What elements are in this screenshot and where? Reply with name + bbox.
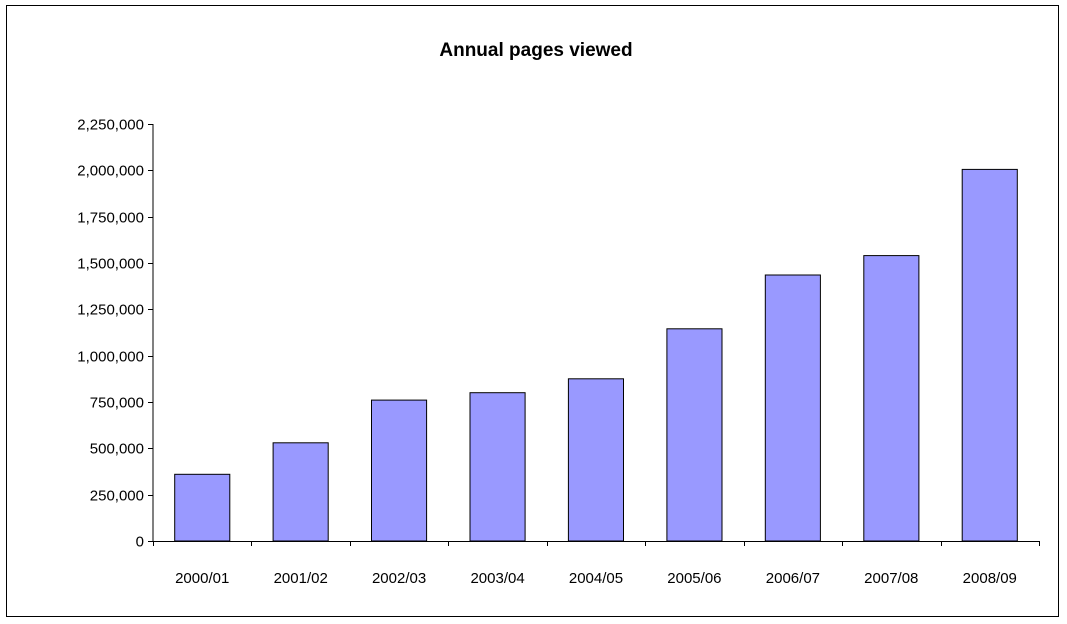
y-tick-label: 1,500,000 [77,256,144,273]
bar-2001-02 [272,442,329,542]
x-tick-label: 2004/05 [569,570,623,587]
x-axis: 2000/01 2001/02 2002/03 2003/04 2004/05 2005/… [153,541,1040,587]
y-tick-label: 2,250,000 [77,117,144,134]
bar-2005-06 [666,328,723,542]
x-tick-label: 2001/02 [274,570,328,587]
y-axis: 0 250,000 500,000 750,000 1,000,000 1,250,000… [77,117,154,551]
y-tick-label: 1,750,000 [77,210,144,227]
y-tick-label: 250,000 [90,488,144,505]
x-tick-label: 2007/08 [864,570,918,587]
bar-2002-03 [371,399,428,542]
x-tick-label: 2002/03 [372,570,426,587]
bar-2007-08 [863,255,920,542]
x-tick-label: 2005/06 [667,570,721,587]
y-tick-label: 2,000,000 [77,163,144,180]
y-tick-label: 0 [136,534,144,551]
x-tick-label: 2003/04 [470,570,524,587]
bar-2000-01 [174,473,231,542]
bar-2003-04 [469,392,526,542]
x-tick-label: 2006/07 [766,570,820,587]
x-tick-label: 2000/01 [175,570,229,587]
bar-2006-07 [764,274,821,542]
chart-title: Annual pages viewed [439,40,632,61]
y-tick-label: 750,000 [90,395,144,412]
y-tick-label: 1,250,000 [77,302,144,319]
bar-2008-09 [961,168,1018,542]
bar-2004-05 [567,378,625,542]
x-tick-label: 2008/09 [963,570,1017,587]
y-tick-label: 500,000 [90,441,144,458]
y-tick-label: 1,000,000 [77,349,144,366]
bars [174,168,1018,542]
